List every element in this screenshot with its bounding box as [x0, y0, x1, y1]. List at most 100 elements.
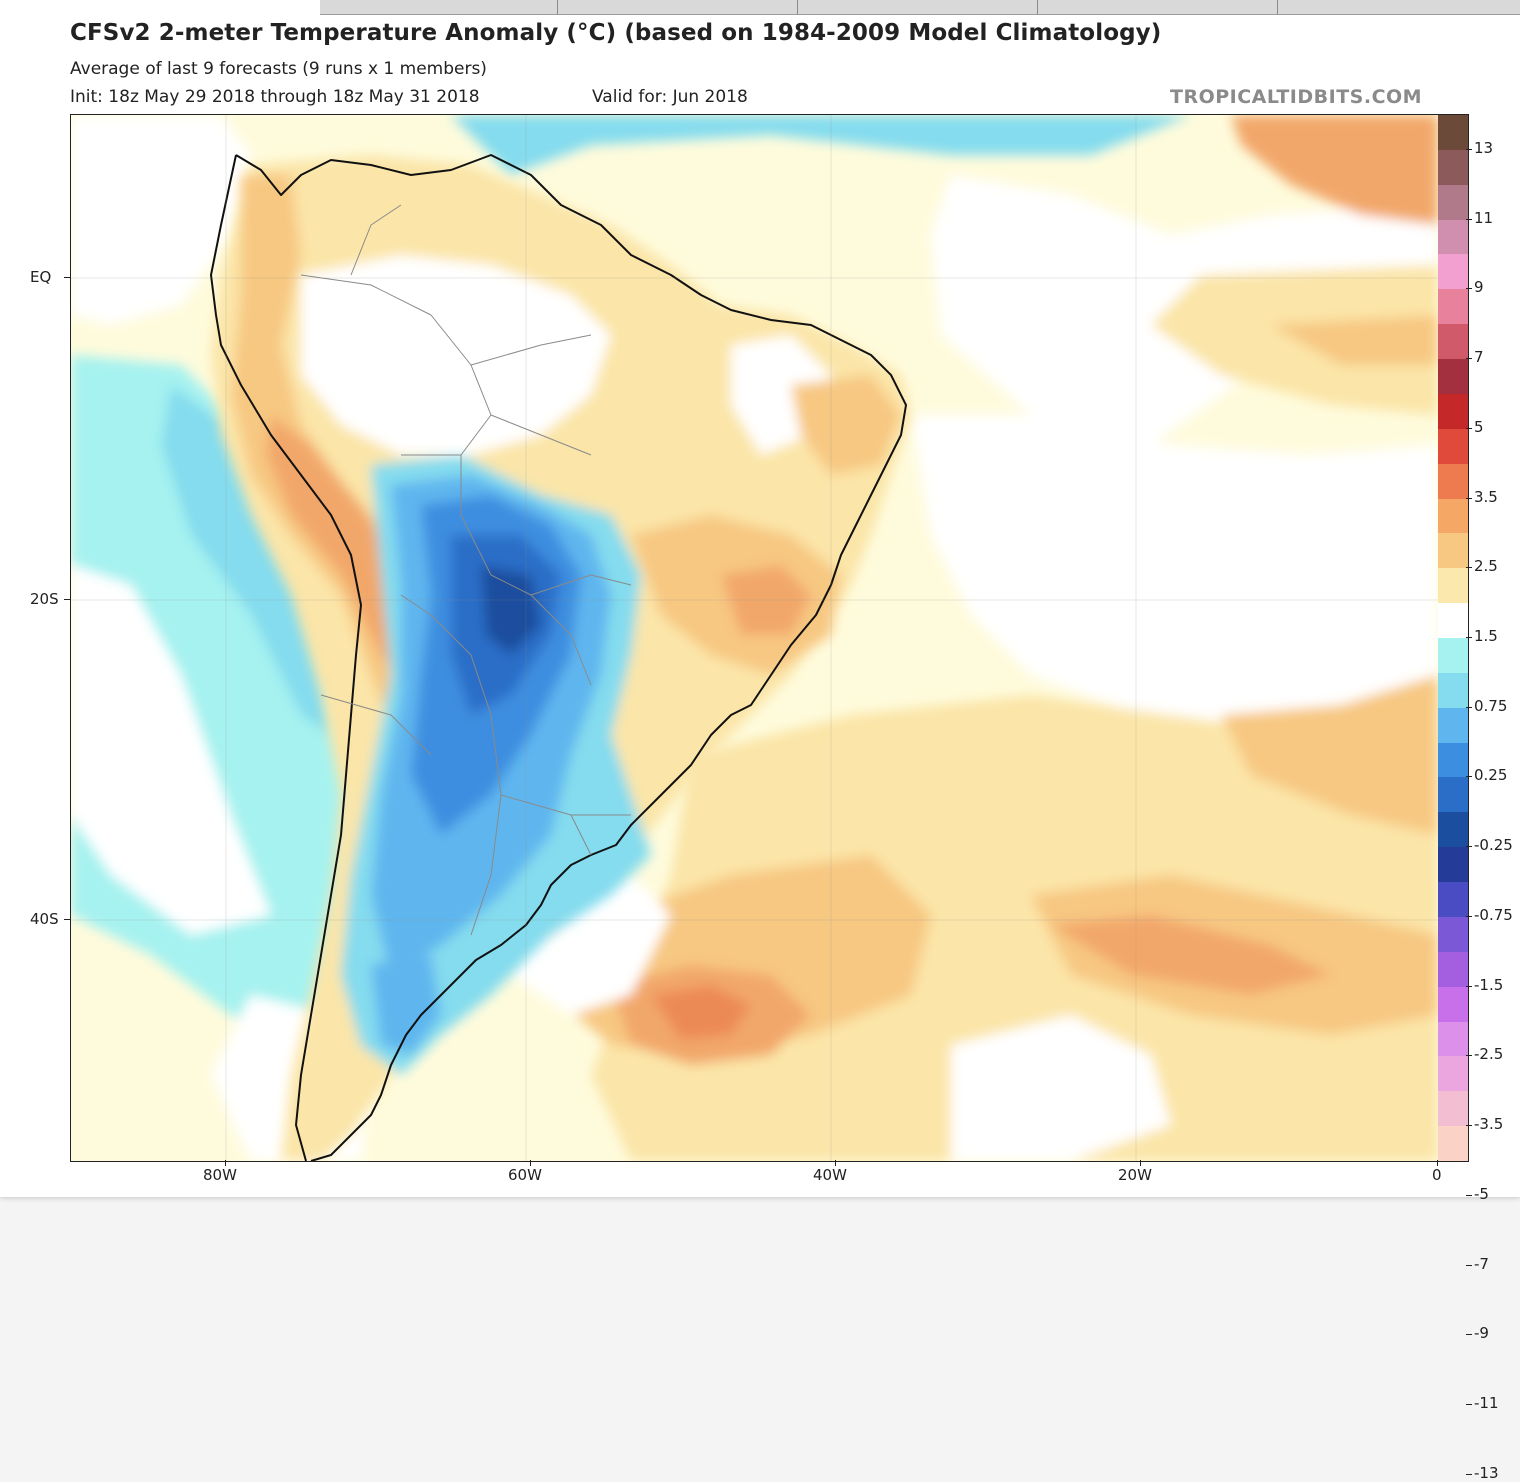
colorbar-label: 9 — [1474, 278, 1484, 297]
colorbar-label: -7 — [1474, 1254, 1489, 1273]
colorbar-segment — [1438, 289, 1468, 326]
pacific-white-zone — [71, 565, 271, 935]
map-subtitle: Average of last 9 forecasts (9 runs x 1 … — [70, 59, 487, 79]
colorbar-label: 0.75 — [1474, 696, 1508, 715]
pacific-coastline — [210, 154, 362, 1161]
colorbar-tick — [1466, 1404, 1472, 1406]
colorbar-segment — [1438, 149, 1468, 186]
colorbar-segment — [1438, 847, 1468, 884]
colorbar-segment — [1438, 533, 1468, 570]
colorbar-segment — [1438, 184, 1468, 221]
colorbar-tick — [1466, 1055, 1472, 1057]
colorbar-segment — [1438, 219, 1468, 256]
colorbar-segment — [1438, 428, 1468, 465]
colorbar-segment — [1438, 707, 1468, 744]
colorbar-label: -1.5 — [1474, 975, 1504, 994]
colorbar-segment — [1438, 568, 1468, 605]
north-atlantic-cool — [451, 115, 1191, 175]
brazil-east-warm-2 — [721, 565, 811, 635]
colorbar-tick — [1466, 1194, 1472, 1196]
map-svg — [71, 115, 1438, 1161]
colorbar-segment — [1438, 603, 1468, 639]
colorbar-segment — [1438, 115, 1468, 151]
south-white-patch — [951, 1015, 1171, 1161]
colorbar-label: -3.5 — [1474, 1115, 1504, 1134]
colorbar-segment — [1438, 882, 1468, 918]
lat-label-20s: 20S — [30, 590, 59, 608]
colorbar-segment — [1438, 951, 1468, 988]
colorbar-segment — [1438, 777, 1468, 814]
colorbar-segment — [1438, 254, 1468, 291]
colorbar-tick — [1466, 1125, 1472, 1127]
country-borders — [300, 204, 632, 936]
andes-warm-2 — [266, 415, 421, 695]
lon-label-80w: 80W — [203, 1166, 237, 1184]
lat-label-eq: EQ — [30, 268, 52, 286]
colorbar-label: -0.25 — [1474, 836, 1513, 855]
amazon-neutral — [301, 255, 611, 455]
colorbar-tick — [1466, 985, 1472, 987]
colorbar — [1438, 114, 1469, 1162]
colorbar-tick — [1466, 846, 1472, 848]
colorbar-label: -2.5 — [1474, 1045, 1504, 1064]
colorbar-label: -5 — [1474, 1184, 1489, 1203]
colorbar-tick — [1466, 706, 1472, 708]
south-atlantic-warm-4 — [651, 985, 751, 1040]
colorbar-segment — [1438, 672, 1468, 709]
colorbar-label: -9 — [1474, 1324, 1489, 1343]
colorbar-label: 1.5 — [1474, 627, 1498, 645]
colorbar-tick — [1466, 915, 1472, 917]
colorbar-segment — [1438, 812, 1468, 849]
colorbar-tick — [1466, 497, 1472, 499]
colorbar-tick — [1466, 1334, 1472, 1336]
colorbar-segment — [1438, 1021, 1468, 1058]
atlantic-warm-band — [1151, 265, 1438, 415]
colorbar-tick — [1466, 776, 1472, 778]
colorbar-tick — [1466, 427, 1472, 429]
window-top-bar — [320, 0, 1520, 15]
colorbar-segment — [1438, 498, 1468, 535]
colorbar-segment — [1438, 393, 1468, 430]
northeast-warm — [791, 375, 901, 475]
colorbar-label: 0.25 — [1474, 766, 1508, 785]
atlantic-warm-band-2 — [1271, 315, 1438, 365]
colorbar-label: 2.5 — [1474, 557, 1498, 576]
colorbar-tick — [1466, 1473, 1472, 1475]
colorbar-segment — [1438, 463, 1468, 500]
colorbar-segment — [1438, 1056, 1468, 1093]
valid-time: Valid for: Jun 2018 — [592, 87, 748, 107]
east-atlantic-warm-2 — [1051, 915, 1331, 995]
colorbar-tick — [1466, 567, 1472, 569]
lat-label-40s: 40S — [30, 910, 59, 928]
init-time: Init: 18z May 29 2018 through 18z May 31… — [70, 87, 480, 107]
colorbar-label: -11 — [1474, 1394, 1499, 1413]
lon-label-60w: 60W — [508, 1166, 542, 1184]
colorbar-segment — [1438, 742, 1468, 779]
colorbar-label: 3.5 — [1474, 487, 1498, 506]
pacific-cool-zone-inner — [161, 385, 331, 735]
map-title: CFSv2 2-meter Temperature Anomaly (°C) (… — [70, 20, 1162, 46]
colorbar-label: 11 — [1474, 208, 1494, 227]
colorbar-tick — [1466, 358, 1472, 360]
lon-label-0: 0 — [1432, 1166, 1442, 1184]
colorbar-label: 7 — [1474, 348, 1484, 367]
colorbar-label: -13 — [1474, 1463, 1499, 1482]
northwest-white — [71, 115, 251, 325]
colorbar-segment — [1438, 359, 1468, 395]
colorbar-label: 13 — [1474, 138, 1494, 157]
atlantic-white-mid — [911, 415, 1438, 735]
mid-atlantic-warm — [1221, 675, 1438, 835]
colorbar-tick — [1466, 148, 1472, 150]
anomaly-map — [70, 114, 1439, 1162]
colorbar-segment — [1438, 1126, 1468, 1161]
colorbar-tick — [1466, 218, 1472, 220]
site-credit: TROPICALTIDBITS.COM — [1170, 86, 1423, 108]
lon-label-20w: 20W — [1118, 1166, 1152, 1184]
colorbar-segment — [1438, 324, 1468, 361]
colorbar-segment — [1438, 638, 1468, 674]
colorbar-tick — [1466, 288, 1472, 290]
lon-label-40w: 40W — [813, 1166, 847, 1184]
colorbar-tick — [1466, 1264, 1472, 1266]
colorbar-label: 5 — [1474, 417, 1484, 436]
africa-warm — [1231, 115, 1438, 225]
